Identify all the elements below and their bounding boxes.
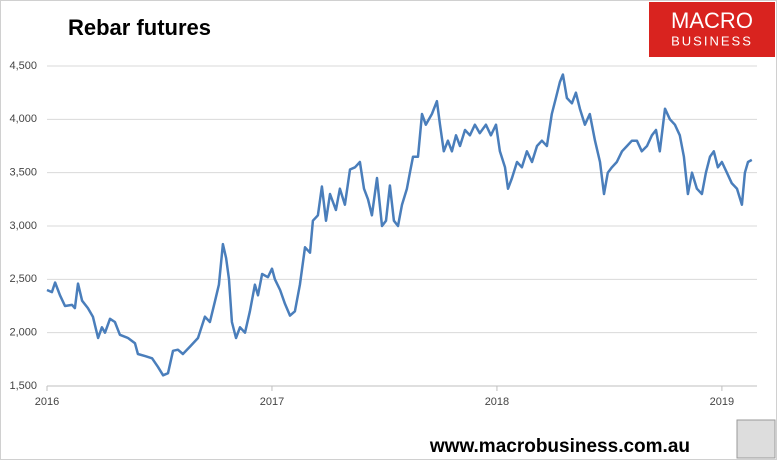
logo-box (649, 2, 775, 57)
wolf-icon (736, 419, 776, 459)
x-tick-label: 2017 (260, 396, 284, 408)
x-tick-label: 2016 (35, 396, 59, 408)
chart-title: Rebar futures (68, 15, 211, 40)
y-tick-label: 1,500 (9, 380, 37, 392)
y-tick-label: 2,000 (9, 327, 37, 339)
price-line (46, 73, 753, 377)
x-tick-label: 2019 (710, 396, 734, 408)
x-tick-label: 2018 (485, 396, 509, 408)
logo-bottom: BUSINESS (671, 33, 753, 48)
y-tick-label: 4,000 (9, 113, 37, 125)
footer-url: www.macrobusiness.com.au (429, 436, 690, 457)
plot-area: 1,500 2,000 2,500 3,000 3,500 4,000 4,500 2016 2… (9, 60, 757, 408)
y-tick-label: 3,500 (9, 167, 37, 179)
y-tick-label: 3,000 (9, 220, 37, 232)
logo-top: MACRO (671, 8, 753, 33)
y-tick-label: 4,500 (9, 60, 37, 72)
y-tick-label: 2,500 (9, 273, 37, 285)
